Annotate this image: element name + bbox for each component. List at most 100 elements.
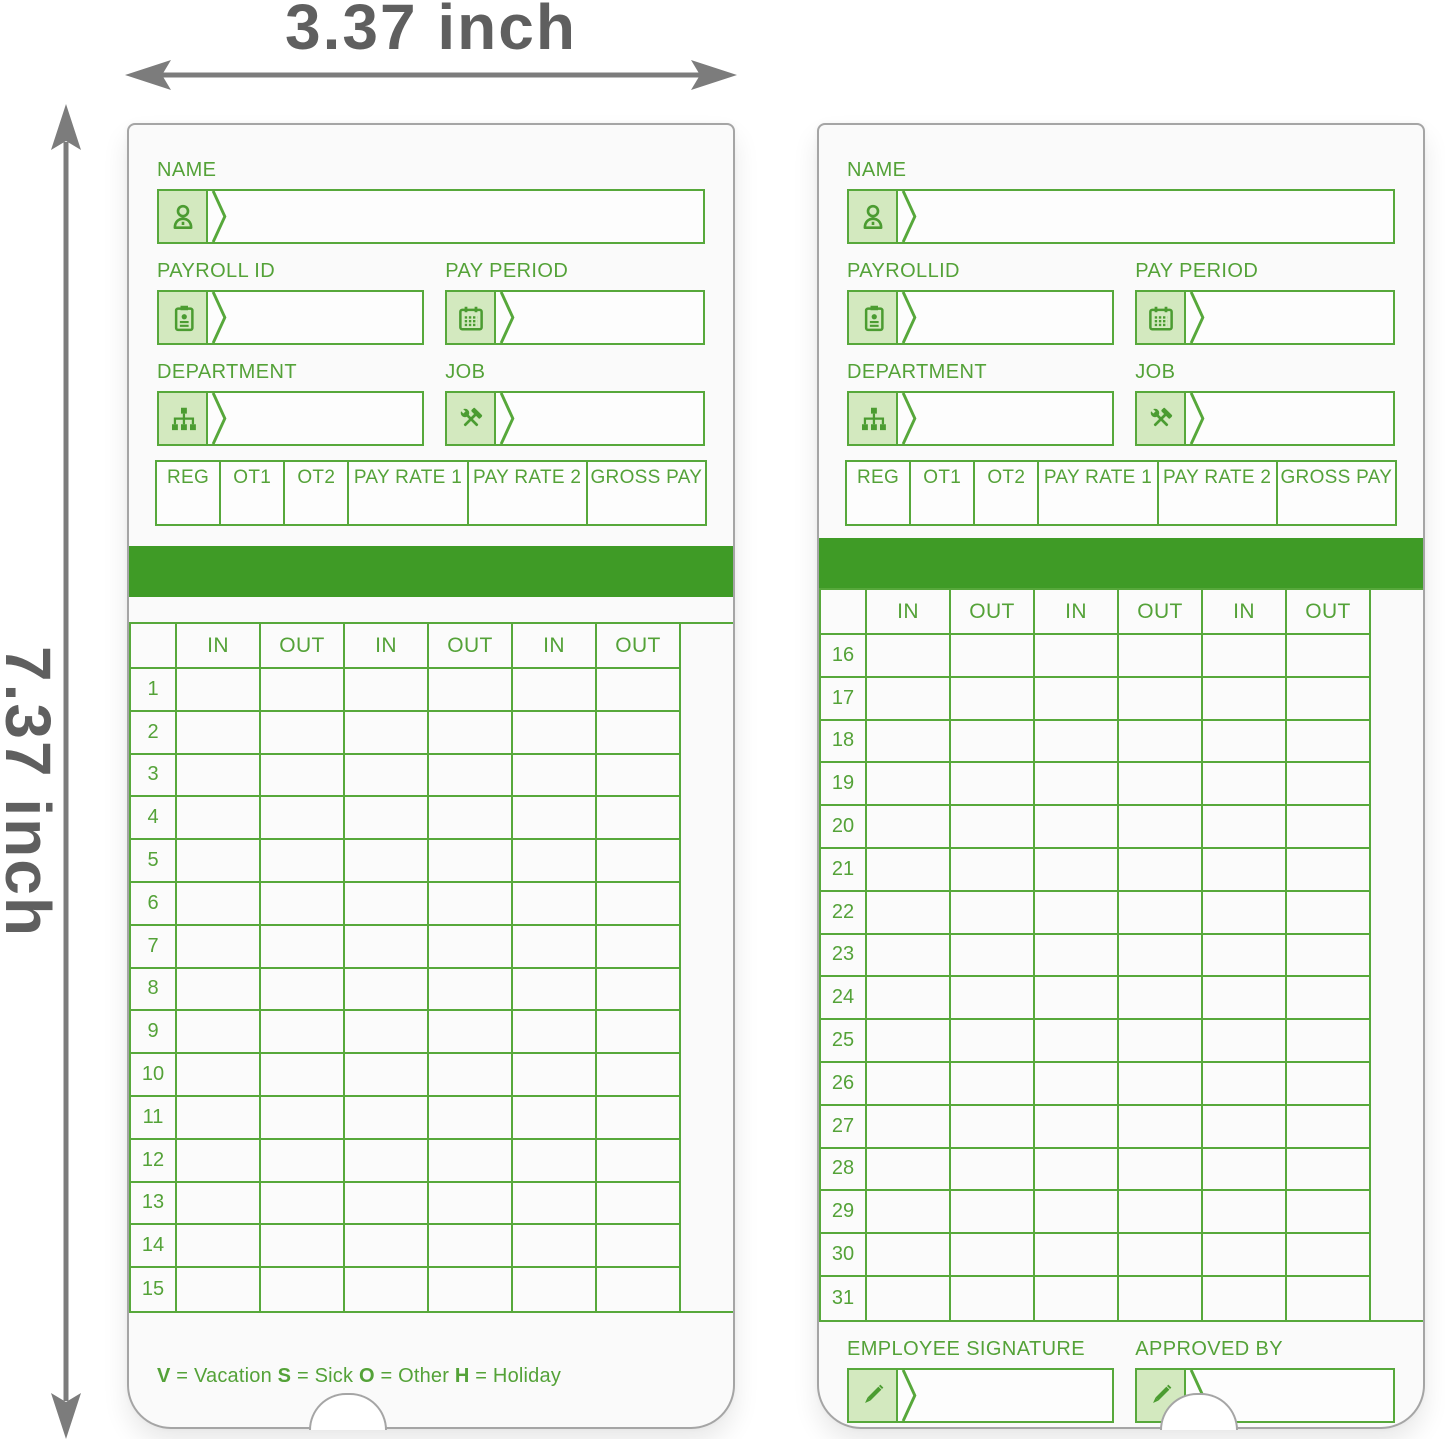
punch-entry-cell [345,968,429,1012]
punch-entry-cell [1203,763,1287,807]
punch-entry-cell [597,797,681,841]
punch-entry-cell [261,1139,345,1183]
punch-entry-cell [1035,1234,1119,1277]
day-number-cell: 31 [821,1276,867,1320]
pay-header-cell: PAY RATE 2 [1159,462,1278,524]
punch-header-cell: IN [1035,590,1119,635]
department-field [847,391,1115,446]
punch-entry-cell [177,797,261,841]
punch-right-margin [681,624,733,1311]
punch-entry-cell [177,1139,261,1183]
day-number-cell: 17 [821,677,867,721]
punch-entry-cell [1203,1062,1287,1106]
punch-entry-cell [345,1268,429,1311]
job-label: JOB [445,361,486,383]
punch-entry-cell [597,711,681,755]
employee-signature-label: EMPLOYEE SIGNATURE [847,1337,1085,1360]
punch-entry-cell [1203,1191,1287,1235]
punch-entry-cell [1119,934,1203,978]
punch-entry-cell [597,1225,681,1269]
punch-entry-cell [1287,1062,1371,1106]
department-label: DEPARTMENT [847,361,987,383]
punch-entry-cell [1203,1276,1287,1320]
punch-entry-cell [867,1276,951,1320]
punch-header-cell: IN [345,624,429,669]
punch-entry-cell [513,1268,597,1311]
day-number-cell: 20 [821,806,867,849]
name-label: NAME [847,159,907,181]
punch-entry-cell [1203,1234,1287,1277]
punch-entry-cell [1119,763,1203,807]
punch-entry-cell [1119,806,1203,849]
punch-entry-cell [513,1225,597,1269]
punch-entry-cell [867,1062,951,1106]
day-number-cell: 24 [821,977,867,1021]
punch-entry-cell [597,1268,681,1311]
punch-entry-cell [1035,720,1119,764]
punch-entry-cell [1035,763,1119,807]
pay-header-cell: REG [847,462,912,524]
punch-entry-cell [261,925,345,969]
punch-entry-cell [513,968,597,1012]
punch-entry-cell [1203,635,1287,678]
chevron-divider-icon [1190,292,1205,343]
punch-entry-cell [867,1020,951,1063]
punch-entry-cell [429,968,513,1012]
width-dimension-label: 3.37 inch [285,0,577,63]
department-input-area [228,393,422,444]
calendar-icon [447,292,497,343]
punch-entry-cell [513,797,597,841]
punch-grid: IN OUT IN OUT IN OUT 1 2 3 4 5 6 7 8 9 10 11 12 13 14 15 [129,624,681,1311]
punch-entry-cell [513,754,597,798]
punch-entry-cell [429,925,513,969]
punch-entry-cell [261,1096,345,1140]
pay-header-cell: GROSS PAY [590,467,703,488]
punch-entry-cell [951,720,1035,764]
punch-entry-cell [867,720,951,764]
chevron-divider-icon [901,292,917,343]
punch-entry-cell [1287,977,1371,1021]
punch-corner-cell [821,590,867,635]
punch-entry-cell [1203,1148,1287,1192]
punch-entry-cell [513,882,597,926]
day-number-cell: 26 [821,1062,867,1106]
chevron-divider-icon [901,191,917,242]
job-label: JOB [1135,361,1176,383]
punch-entry-cell [177,711,261,755]
punch-entry-cell [867,1234,951,1277]
punch-entry-cell [429,711,513,755]
punch-entry-cell [867,934,951,978]
punch-entry-cell [345,1182,429,1226]
punch-entry-cell [1119,891,1203,935]
payroll-id-field [157,290,425,345]
punch-entry-cell [261,968,345,1012]
punch-entry-cell [345,840,429,883]
punch-entry-cell [1287,1191,1371,1235]
punch-entry-cell [429,754,513,798]
punch-entry-cell [1203,720,1287,764]
day-number-cell: 1 [131,669,177,712]
punch-entry-cell [951,1234,1035,1277]
punch-entry-cell [1035,1105,1119,1149]
day-number-cell: 15 [131,1268,177,1311]
day-number-cell: 25 [821,1020,867,1063]
punch-entry-cell [513,1054,597,1097]
punch-entry-cell [597,754,681,798]
day-number-cell: 18 [821,720,867,764]
day-number-cell: 19 [821,763,867,807]
payroll-id-input-area [918,292,1112,343]
punch-header-cell: IN [1203,590,1287,635]
punch-entry-cell [867,806,951,849]
punch-entry-cell [1035,1062,1119,1106]
punch-header-cell: OUT [1287,590,1371,635]
vertical-dimension-arrow [51,104,81,1439]
punch-entry-cell [597,1096,681,1140]
punch-entry-cell [1119,1234,1203,1277]
punch-entry-cell [429,1096,513,1140]
punch-entry-cell [261,1011,345,1055]
punch-entry-cell [597,1182,681,1226]
punch-entry-cell [513,1139,597,1183]
chevron-divider-icon [1190,393,1205,444]
punch-header-cell: OUT [597,624,681,669]
